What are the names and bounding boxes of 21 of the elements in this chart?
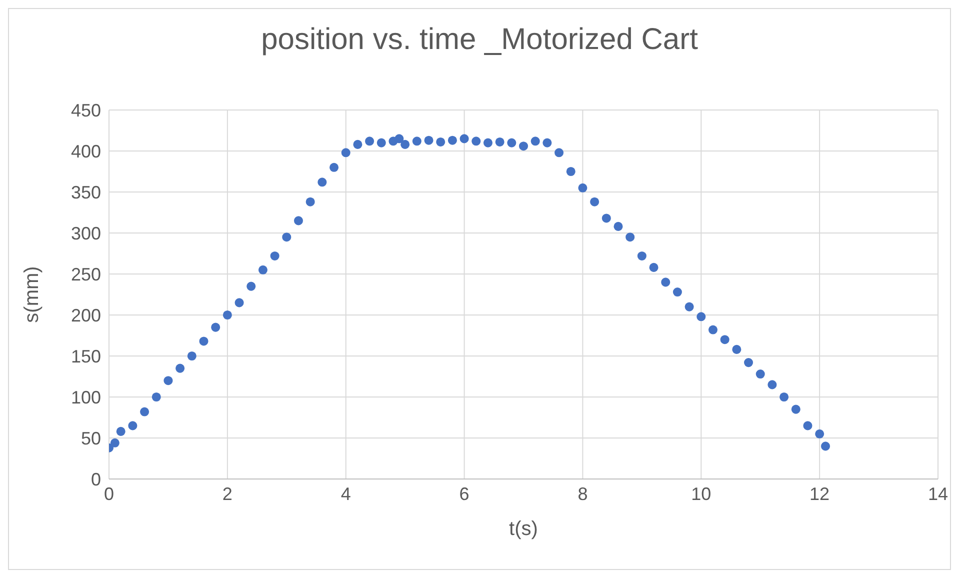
y-axis-title: s(mm) [21,266,44,323]
y-tick-label: 0 [90,469,101,490]
y-tick-label: 450 [70,100,101,120]
y-tick-label: 300 [70,223,101,244]
x-tick-label: 8 [578,484,588,504]
x-tick-label: 12 [810,484,830,504]
x-tick-label: 0 [104,484,114,504]
y-tick-label: 200 [70,305,101,326]
x-axis-title: t(s) [509,518,538,540]
y-tick-label: 50 [80,428,101,448]
y-tick-label: 350 [70,182,101,202]
y-tick-label: 100 [70,387,101,408]
y-tick-label: 250 [70,264,101,284]
chart-title: position vs. time _Motorized Cart [260,23,699,57]
y-tick-label: 400 [70,141,101,162]
x-tick-label: 10 [691,484,712,504]
x-tick-label: 2 [222,484,232,504]
y-tick-label: 150 [70,346,101,366]
x-tick-label: 14 [928,484,948,504]
x-tick-label: 4 [340,484,351,504]
x-tick-label: 6 [459,484,470,504]
